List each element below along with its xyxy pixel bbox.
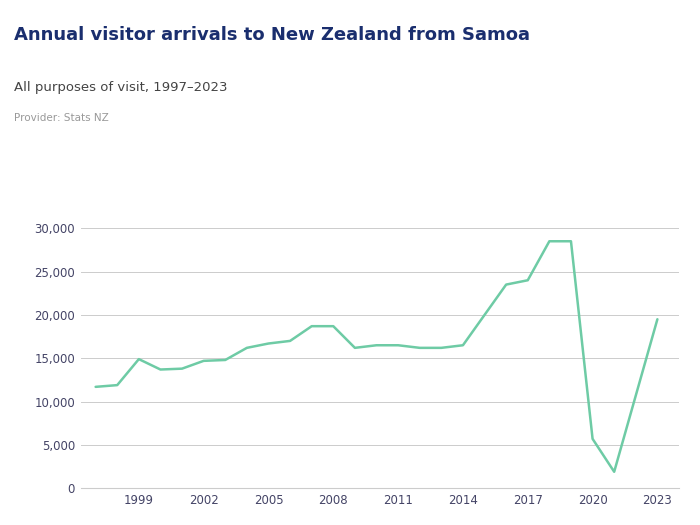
Text: All purposes of visit, 1997–2023: All purposes of visit, 1997–2023 <box>14 81 228 94</box>
Text: Annual visitor arrivals to New Zealand from Samoa: Annual visitor arrivals to New Zealand f… <box>14 26 530 44</box>
Text: figure.nz: figure.nz <box>568 29 659 47</box>
Text: Provider: Stats NZ: Provider: Stats NZ <box>14 113 108 123</box>
